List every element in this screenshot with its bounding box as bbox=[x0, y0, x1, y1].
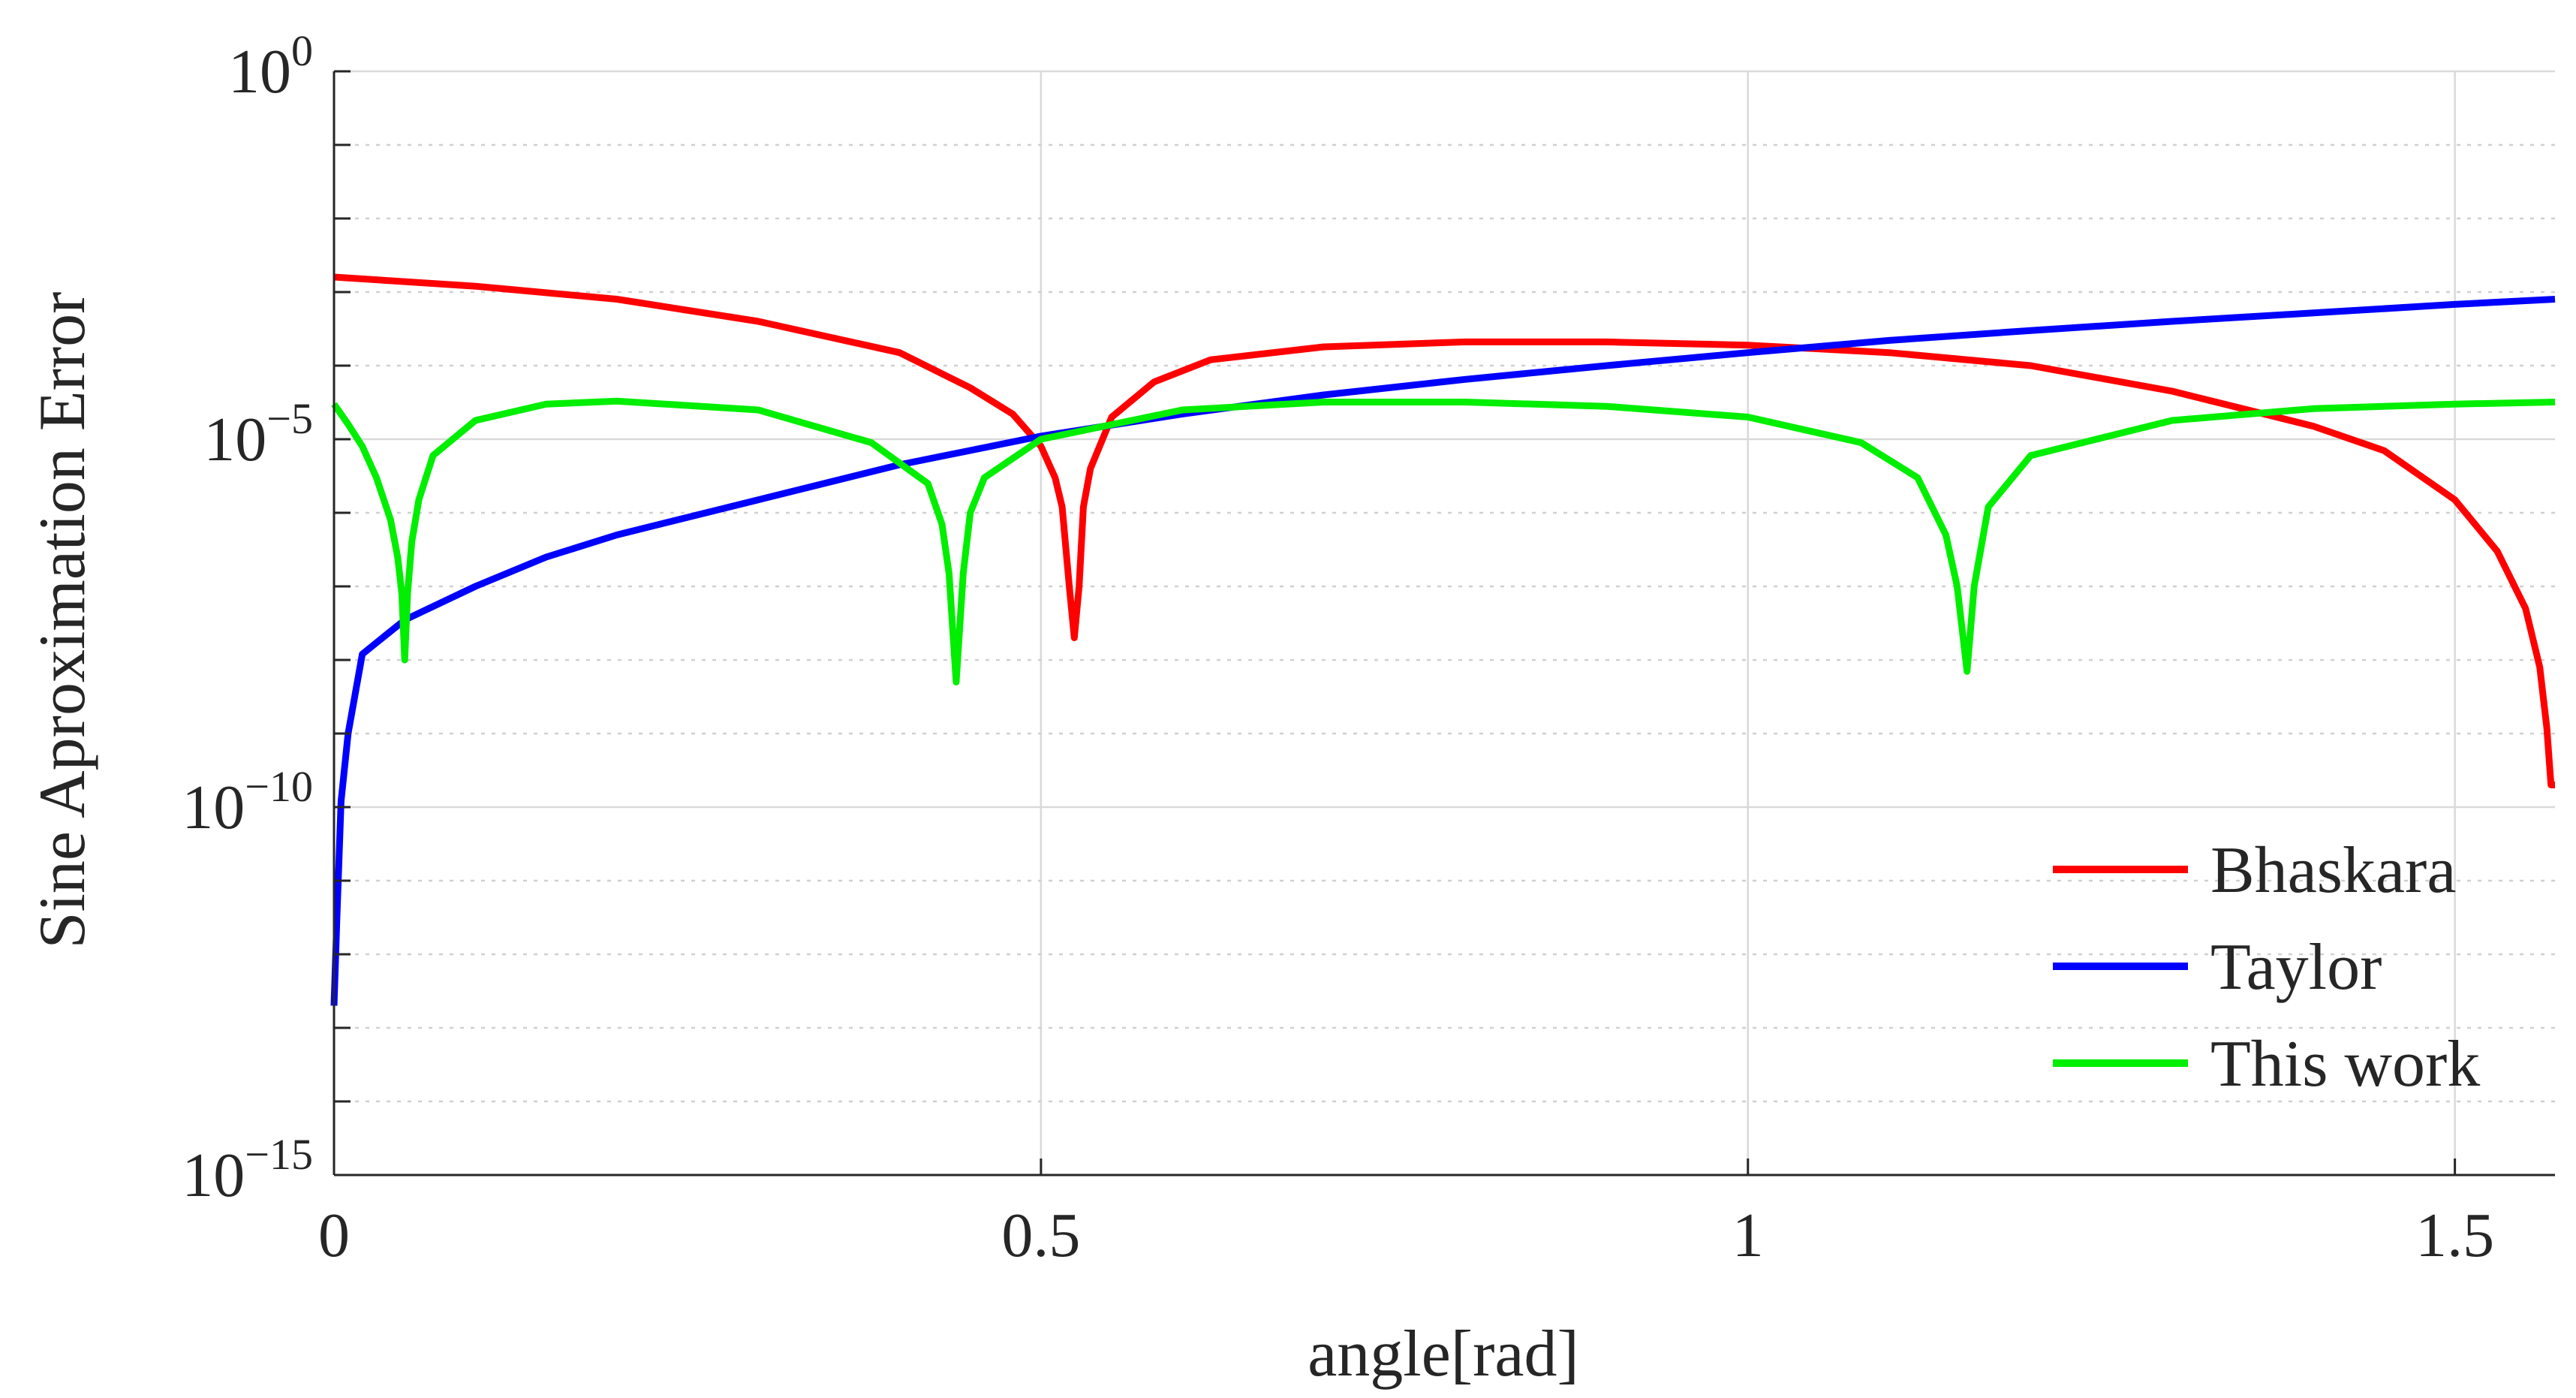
x-tick-label: 0 bbox=[318, 1201, 350, 1270]
legend-label-taylor: Taylor bbox=[2210, 931, 2382, 1004]
tick-labels: 0 0.5 1 1.5 100 10−5 10−10 10−15 bbox=[182, 26, 2494, 1270]
y-axis-label: Sine Aproximation Error bbox=[26, 292, 99, 949]
y-tick-label: 10−10 bbox=[182, 762, 313, 842]
grid bbox=[334, 70, 2555, 1175]
series-line-bhaskara bbox=[333, 273, 2555, 788]
y-tick-label: 10−15 bbox=[182, 1130, 313, 1210]
x-tick-label: 0.5 bbox=[1001, 1201, 1080, 1270]
x-tick-label: 1 bbox=[1732, 1201, 1764, 1270]
x-axis-label: angle[rad] bbox=[1308, 1318, 1579, 1390]
y-tick-label: 100 bbox=[228, 26, 313, 107]
y-tick-label: 10−5 bbox=[203, 394, 313, 475]
legend-label-bhaskara: Bhaskara bbox=[2210, 834, 2456, 907]
series-layer bbox=[330, 273, 2556, 1006]
legend: Bhaskara Taylor This work bbox=[2053, 834, 2480, 1101]
series-line-this-work bbox=[331, 397, 2556, 685]
axes bbox=[333, 70, 2555, 1177]
x-tick-label: 1.5 bbox=[2415, 1201, 2494, 1270]
legend-label-this-work: This work bbox=[2210, 1028, 2480, 1101]
